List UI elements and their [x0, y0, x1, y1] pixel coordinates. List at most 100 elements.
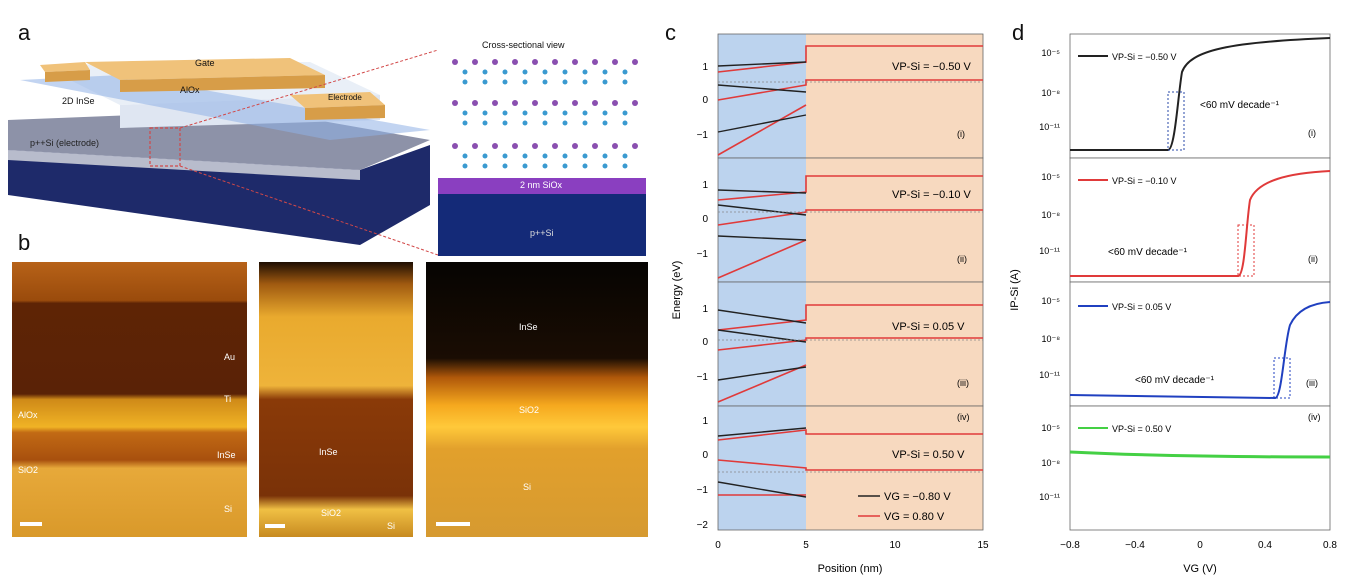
electrode-label: Electrode [328, 93, 362, 102]
panel-label-b: b [18, 230, 31, 255]
sio2-label: 2 nm SiOx [520, 180, 563, 190]
transfer-xtick-2: 0 [1197, 540, 1203, 551]
transfer-p3-slope: <60 mV decade⁻¹ [1135, 375, 1215, 386]
transfer-p2-ytick-2: 10⁻¹¹ [1039, 246, 1060, 256]
transfer-p3-roman: (iii) [1306, 378, 1318, 388]
transfer-p3-ytick-0: 10⁻⁵ [1042, 296, 1061, 306]
band-ylabel: Energy (eV) [671, 261, 683, 320]
band-xtick-2: 10 [889, 540, 901, 551]
lattice-layers [452, 59, 638, 169]
transfer-p1-roman: (i) [1308, 128, 1316, 138]
band-p2-ytick-0: 1 [702, 180, 708, 191]
transfer-p2-roman: (ii) [1308, 254, 1318, 264]
micro1-inse: InSe [217, 450, 236, 460]
band-p4-label: VP-Si = 0.50 V [892, 449, 965, 461]
band-legend-black: VG = −0.80 V [884, 491, 951, 503]
micro1-alox: AlOx [18, 410, 38, 420]
transfer-p2-ytick-1: 10⁻⁸ [1041, 210, 1060, 220]
band-p1-ytick-2: −1 [697, 130, 709, 141]
band-xlabel: Position (nm) [818, 563, 883, 575]
band-p2-ytick-2: −1 [697, 249, 709, 260]
panel-label-d: d [1012, 20, 1025, 45]
micro1-si: Si [224, 504, 233, 514]
band-p1-ytick-0: 1 [702, 62, 708, 73]
micro2-inse: InSe [319, 447, 338, 457]
band-legend-red: VG = 0.80 V [884, 511, 945, 523]
band-p4-ytick-1: 0 [702, 450, 708, 461]
scale-bar-1 [20, 522, 42, 526]
transfer-subpanel-3: 10⁻⁵ 10⁻⁸ 10⁻¹¹ VP-Si = 0.05 V <60 mV de… [1039, 281, 1331, 407]
panel-label-c: c [665, 20, 676, 45]
transfer-p3-ytick-1: 10⁻⁸ [1041, 334, 1060, 344]
transfer-curve-chart: IP-Si (A) 10⁻⁵ 10⁻⁸ 10⁻¹¹ VP-Si = −0.50 … [1009, 33, 1337, 575]
transfer-p3-label: VP-Si = 0.05 V [1112, 302, 1171, 312]
micrograph-3: InSe SiO2 Si [426, 262, 648, 537]
scale-bar-2 [265, 524, 285, 528]
gate-label: Gate [195, 58, 215, 68]
micrograph-2: InSe SiO2 Si [259, 262, 413, 537]
transfer-p1-ytick-2: 10⁻¹¹ [1039, 122, 1060, 132]
transfer-p1-ytick-0: 10⁻⁵ [1042, 48, 1061, 58]
device-schematic [8, 49, 646, 256]
band-p3-roman: (iii) [957, 378, 969, 388]
micro2-si: Si [387, 521, 396, 531]
micro1-sio2: SiO2 [18, 465, 39, 475]
band-p2-label: VP-Si = −0.10 V [892, 189, 972, 201]
band-p1-roman: (i) [957, 129, 965, 139]
transfer-p4-ytick-0: 10⁻⁵ [1042, 423, 1061, 433]
inse-label: 2D InSe [62, 96, 95, 106]
psi-label: p++Si [530, 228, 554, 238]
band-p2-roman: (ii) [957, 254, 967, 264]
band-xtick-0: 0 [715, 540, 721, 551]
alox-label: AlOx [180, 85, 200, 95]
transfer-p1-ytick-1: 10⁻⁸ [1041, 88, 1060, 98]
band-xtick-3: 15 [977, 540, 989, 551]
band-diagram-chart: Energy (eV) 1 0 −1 VP-Si = −0.50 V (i) 1… [671, 33, 989, 575]
transfer-p2-slope: <60 mV decade⁻¹ [1108, 247, 1188, 258]
band-p1-ytick-1: 0 [702, 95, 708, 106]
band-subpanel-3: 1 0 −1 VP-Si = 0.05 V (iii) [697, 281, 984, 407]
transfer-subpanel-2: 10⁻⁵ 10⁻⁸ 10⁻¹¹ VP-Si = −0.10 V <60 mV d… [1039, 157, 1331, 283]
cross-section-title: Cross-sectional view [482, 40, 565, 50]
micro3-sio2: SiO2 [519, 405, 540, 415]
micro1-au: Au [224, 352, 236, 362]
transfer-xtick-3: 0.4 [1258, 540, 1272, 551]
band-p4-ytick-0: 1 [702, 416, 708, 427]
band-p3-ytick-0: 1 [702, 304, 708, 315]
transfer-subpanel-4: 10⁻⁵ 10⁻⁸ 10⁻¹¹ VP-Si = 0.50 V (iv) [1039, 405, 1331, 531]
transfer-ylabel: IP-Si (A) [1009, 269, 1021, 311]
transfer-p1-label: VP-Si = −0.50 V [1112, 52, 1177, 62]
band-subpanel-4: 1 0 −1 −2 VP-Si = 0.50 V (iv) VG = −0.80… [697, 405, 984, 531]
micro3-si: Si [523, 482, 532, 492]
micro2-sio2: SiO2 [321, 508, 342, 518]
micrograph-1: Au Ti AlOx InSe SiO2 Si [12, 262, 247, 537]
band-xtick-1: 5 [803, 540, 809, 551]
transfer-p1-slope: <60 mV decade⁻¹ [1200, 100, 1280, 111]
transfer-p3-ytick-2: 10⁻¹¹ [1039, 370, 1060, 380]
band-subpanel-2: 1 0 −1 VP-Si = −0.10 V (ii) [697, 157, 984, 283]
band-p3-ytick-2: −1 [697, 372, 709, 383]
transfer-p4-ytick-1: 10⁻⁸ [1041, 458, 1060, 468]
substrate-label: p++Si (electrode) [30, 138, 100, 148]
band-p4-ytick-3: −2 [697, 520, 709, 531]
band-p4-roman: (iv) [957, 412, 970, 422]
band-p3-ytick-1: 0 [702, 337, 708, 348]
micro3-inse: InSe [519, 322, 538, 332]
micro1-ti: Ti [224, 394, 232, 404]
band-p4-ytick-2: −1 [697, 485, 709, 496]
panel-label-a: a [18, 20, 31, 45]
transfer-p4-label: VP-Si = 0.50 V [1112, 424, 1171, 434]
transfer-xlabel: VG (V) [1183, 563, 1217, 575]
band-p3-label: VP-Si = 0.05 V [892, 321, 965, 333]
band-subpanel-1: 1 0 −1 VP-Si = −0.50 V (i) [697, 33, 984, 159]
transfer-p4-ytick-2: 10⁻¹¹ [1039, 492, 1060, 502]
transfer-p4-roman: (iv) [1308, 412, 1321, 422]
band-p1-label: VP-Si = −0.50 V [892, 61, 972, 73]
transfer-p2-label: VP-Si = −0.10 V [1112, 176, 1177, 186]
scale-bar-3 [436, 522, 470, 526]
transfer-p2-ytick-0: 10⁻⁵ [1042, 172, 1061, 182]
band-p2-ytick-1: 0 [702, 214, 708, 225]
transfer-subpanel-1: 10⁻⁵ 10⁻⁸ 10⁻¹¹ VP-Si = −0.50 V <60 mV d… [1039, 33, 1331, 159]
transfer-xtick-1: −0.4 [1125, 540, 1145, 551]
transfer-xtick-4: 0.8 [1323, 540, 1337, 551]
